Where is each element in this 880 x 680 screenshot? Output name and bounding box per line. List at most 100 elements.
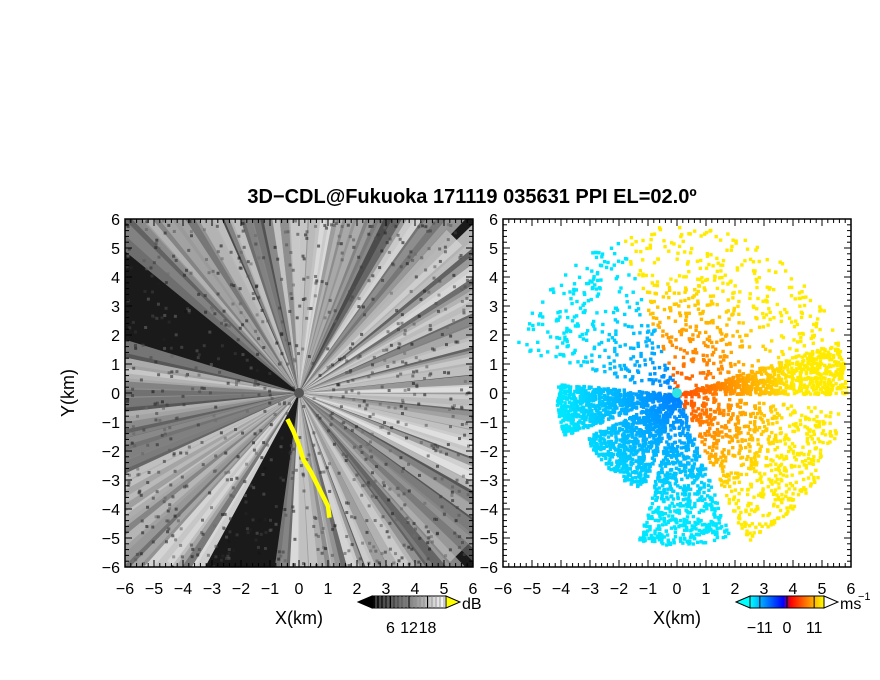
noise-pixel <box>390 426 394 430</box>
velocity-pixel <box>814 321 819 325</box>
velocity-pixel <box>707 445 712 450</box>
velocity-pixel <box>816 317 820 321</box>
velocity-pixel <box>715 501 720 505</box>
noise-pixel <box>409 289 413 293</box>
velocity-pixel <box>652 352 657 356</box>
velocity-pixel <box>645 469 650 473</box>
noise-pixel <box>288 263 292 267</box>
noise-pixel <box>448 548 452 552</box>
noise-pixel <box>357 297 361 301</box>
velocity-pixel <box>546 330 550 334</box>
velocity-pixel <box>788 375 792 379</box>
velocity-pixel <box>737 299 741 304</box>
velocity-pixel <box>761 311 765 316</box>
velocity-pixel <box>802 377 806 381</box>
noise-pixel <box>227 551 231 555</box>
velocity-pixel <box>784 380 789 384</box>
velocity-pixel <box>661 334 665 338</box>
noise-pixel <box>433 265 437 269</box>
noise-pixel <box>210 506 214 510</box>
noise-pixel <box>225 478 229 482</box>
velocity-pixel <box>821 429 826 433</box>
velocity-pixel <box>675 492 680 496</box>
noise-pixel <box>214 469 218 473</box>
velocity-pixel <box>640 378 644 383</box>
velocity-pixel <box>823 363 827 368</box>
velocity-pixel <box>795 425 800 429</box>
velocity-pixel <box>771 390 775 395</box>
velocity-pixel <box>607 389 611 393</box>
velocity-pixel <box>546 350 550 354</box>
velocity-pixel <box>841 385 846 389</box>
noise-pixel <box>455 478 459 482</box>
velocity-pixel <box>641 286 646 291</box>
velocity-pixel <box>789 277 794 281</box>
velocity-pixel <box>659 426 663 430</box>
noise-pixel <box>444 343 448 347</box>
noise-pixel <box>380 552 384 556</box>
velocity-pixel <box>649 533 653 538</box>
velocity-pixel <box>584 418 588 422</box>
velocity-pixel <box>629 235 634 240</box>
noise-pixel <box>304 233 308 237</box>
noise-pixel <box>242 245 246 249</box>
noise-pixel <box>387 498 391 502</box>
velocity-pixel <box>808 382 812 386</box>
noise-pixel <box>463 379 467 383</box>
velocity-pixel <box>828 430 833 434</box>
noise-pixel <box>243 494 247 498</box>
velocity-pixel <box>758 370 762 375</box>
noise-pixel <box>280 352 284 356</box>
noise-pixel <box>302 489 306 493</box>
noise-pixel <box>400 470 404 474</box>
noise-pixel <box>253 519 257 523</box>
velocity-pixel <box>643 479 648 483</box>
velocity-pixel <box>736 439 740 444</box>
velocity-pixel <box>673 380 677 385</box>
velocity-pixel <box>759 390 763 394</box>
velocity-pixel <box>731 334 735 338</box>
noise-pixel <box>364 457 368 461</box>
velocity-pixel <box>665 332 669 337</box>
velocity-pixel <box>671 473 676 478</box>
velocity-pixel <box>561 405 565 409</box>
velocity-pixel <box>791 411 795 415</box>
noise-pixel <box>238 287 242 291</box>
velocity-pixel <box>707 386 711 391</box>
noise-pixel <box>282 400 286 404</box>
velocity-pixel <box>634 308 639 313</box>
velocity-pixel <box>657 427 661 431</box>
velocity-pixel <box>814 392 818 396</box>
velocity-pixel <box>684 497 688 501</box>
velocity-pixel <box>718 383 722 388</box>
velocity-pixel <box>687 269 691 274</box>
velocity-pixel <box>794 378 799 382</box>
velocity-pixel <box>838 373 842 378</box>
noise-pixel <box>357 255 361 259</box>
y-tick-label: −2 <box>102 444 120 461</box>
velocity-pixel <box>680 492 685 496</box>
velocity-pixel <box>683 290 687 294</box>
velocity-pixel <box>704 502 708 506</box>
noise-pixel <box>320 551 324 555</box>
noise-pixel <box>396 486 400 490</box>
noise-pixel <box>127 473 131 477</box>
velocity-pixel <box>702 341 706 345</box>
velocity-pixel <box>607 417 611 421</box>
velocity-pixel <box>757 392 762 397</box>
velocity-pixel <box>612 263 616 267</box>
velocity-pixel <box>826 365 830 369</box>
noise-pixel <box>394 224 398 228</box>
velocity-pixel <box>671 420 676 425</box>
velocity-pixel <box>658 391 662 395</box>
noise-pixel <box>251 292 255 296</box>
velocity-pixel <box>608 414 613 418</box>
velocity-pixel <box>563 338 567 342</box>
velocity-pixel <box>659 497 664 501</box>
noise-pixel <box>448 407 452 411</box>
velocity-pixel <box>566 315 570 320</box>
noise-pixel <box>347 549 351 553</box>
velocity-pixel <box>702 412 707 416</box>
noise-pixel <box>423 393 427 397</box>
noise-pixel <box>235 533 239 537</box>
